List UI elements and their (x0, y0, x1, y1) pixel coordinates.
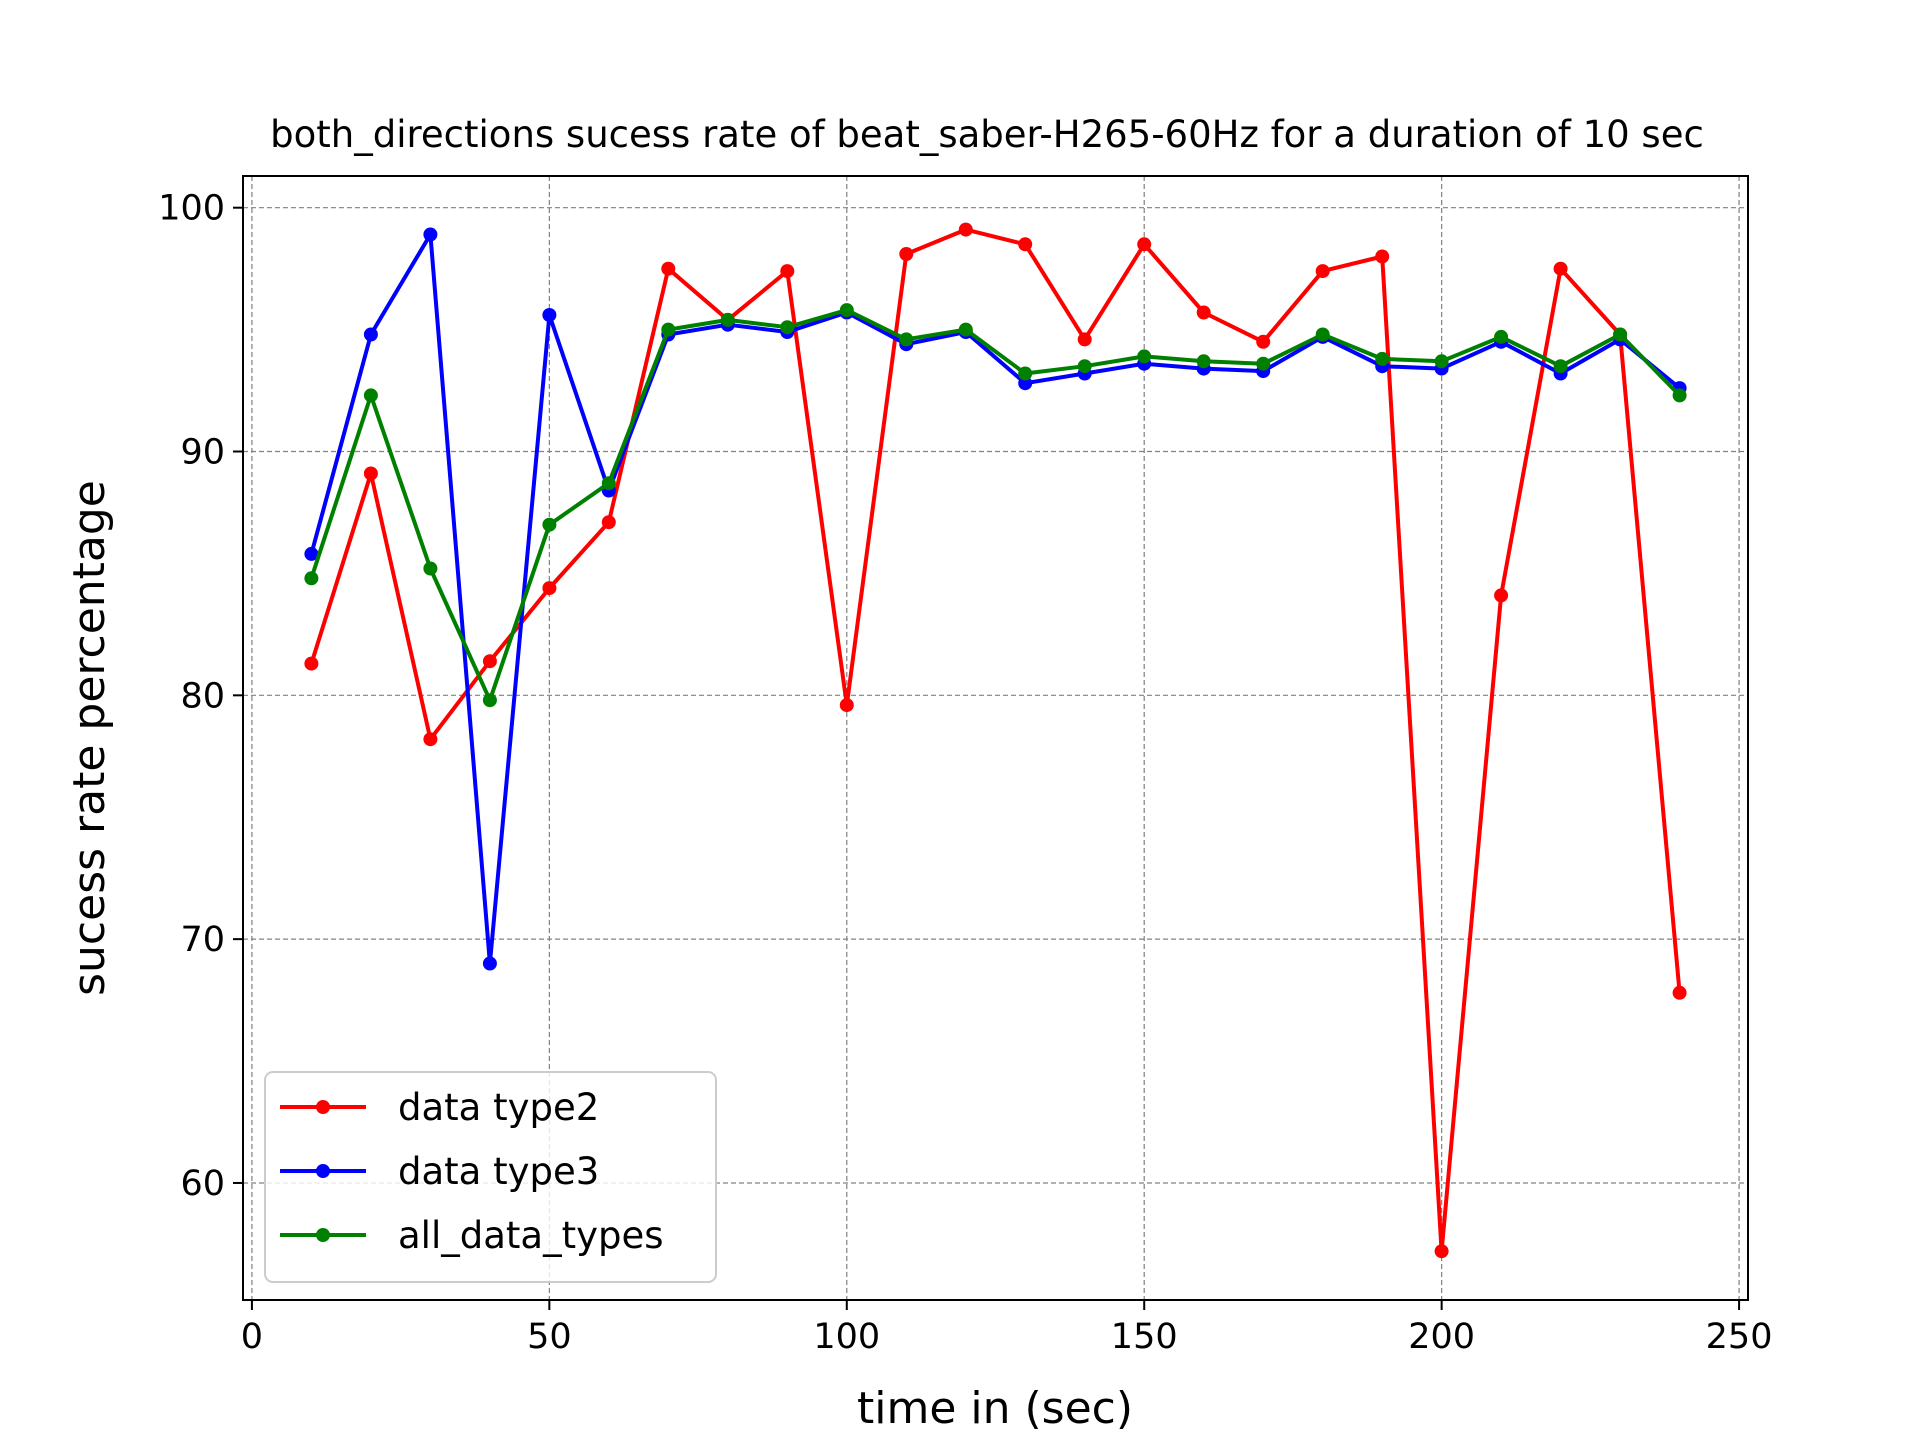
x-tick-label: 250 (1706, 1317, 1773, 1357)
legend-item: data type3 (280, 1150, 599, 1193)
data-point (839, 303, 854, 318)
data-point (1018, 376, 1033, 391)
data-point (1077, 359, 1092, 374)
data-point (1672, 388, 1687, 403)
data-point (1434, 354, 1449, 369)
data-point (423, 227, 438, 242)
data-point (1018, 366, 1033, 381)
data-point (601, 515, 616, 530)
data-point (958, 322, 973, 337)
y-tick-label: 70 (180, 920, 225, 960)
data-point (1375, 249, 1390, 264)
series-line (309, 308, 1682, 703)
data-point (1375, 351, 1390, 366)
x-tick-label: 0 (241, 1317, 263, 1357)
data-point (780, 264, 795, 279)
legend-item: all_data_types (280, 1214, 664, 1257)
data-point (542, 517, 557, 532)
legend: data type2 data type3 all_data_types (264, 1071, 717, 1283)
data-point (1613, 327, 1628, 342)
x-tick-label: 50 (527, 1317, 572, 1357)
legend-label: data type2 (398, 1086, 599, 1129)
data-point (542, 581, 557, 596)
data-point (1672, 985, 1687, 1000)
data-point (1196, 354, 1211, 369)
data-point (482, 693, 497, 708)
data-point (1553, 261, 1568, 276)
data-point (304, 656, 319, 671)
data-point (1137, 237, 1152, 252)
data-point (482, 654, 497, 669)
chart-title: both_directions sucess rate of beat_sabe… (270, 113, 1704, 156)
data-point (958, 222, 973, 237)
data-point (1315, 327, 1330, 342)
data-point (482, 956, 497, 971)
data-point (899, 247, 914, 261)
data-point (542, 308, 557, 322)
y-axis-label: sucess rate percentage (64, 480, 115, 996)
data-point (1494, 329, 1509, 344)
data-point (1315, 264, 1330, 279)
data-point (1077, 332, 1092, 347)
data-point (1137, 349, 1152, 364)
data-point (1434, 1244, 1449, 1259)
data-point (363, 466, 378, 481)
legend-swatch-marker (316, 1164, 330, 1178)
series-line (309, 227, 1682, 1254)
legend-item: data type2 (280, 1086, 599, 1129)
plot-frame (242, 175, 1749, 1301)
data-point (1553, 359, 1568, 374)
data-point (363, 388, 378, 403)
data-point (661, 261, 676, 276)
series-line (309, 232, 1681, 966)
series-layer (304, 222, 1687, 1259)
data-point (304, 571, 319, 586)
data-point (423, 732, 438, 747)
data-point (1018, 237, 1033, 252)
legend-swatch-marker (316, 1228, 330, 1242)
x-tick-label: 200 (1408, 1317, 1475, 1357)
legend-label: all_data_types (398, 1214, 664, 1257)
series-2 (304, 303, 1687, 708)
data-point (899, 332, 914, 347)
data-point (363, 327, 378, 342)
ticks: 0 50 100 150 200 250 60 70 80 90 100 (158, 189, 1772, 1357)
data-point (1494, 588, 1509, 603)
data-point (661, 322, 676, 337)
legend-label: data type3 (398, 1150, 599, 1193)
y-tick-label: 90 (180, 433, 225, 473)
y-tick-label: 100 (158, 189, 225, 229)
series-0 (304, 222, 1687, 1259)
data-point (304, 546, 319, 561)
x-tick-label: 100 (813, 1317, 880, 1357)
x-axis-label: time in (sec) (857, 1383, 1133, 1434)
data-point (780, 320, 795, 335)
data-point (423, 561, 438, 576)
y-tick-label: 60 (180, 1164, 225, 1204)
y-tick-label: 80 (180, 676, 225, 716)
data-point (1196, 305, 1211, 320)
data-point (720, 312, 735, 327)
legend-swatch-marker (316, 1100, 330, 1114)
data-point (1256, 356, 1271, 371)
x-tick-label: 150 (1111, 1317, 1178, 1357)
data-point (1256, 334, 1271, 349)
data-point (601, 476, 616, 491)
legend-box (264, 1071, 717, 1283)
data-point (839, 698, 854, 713)
